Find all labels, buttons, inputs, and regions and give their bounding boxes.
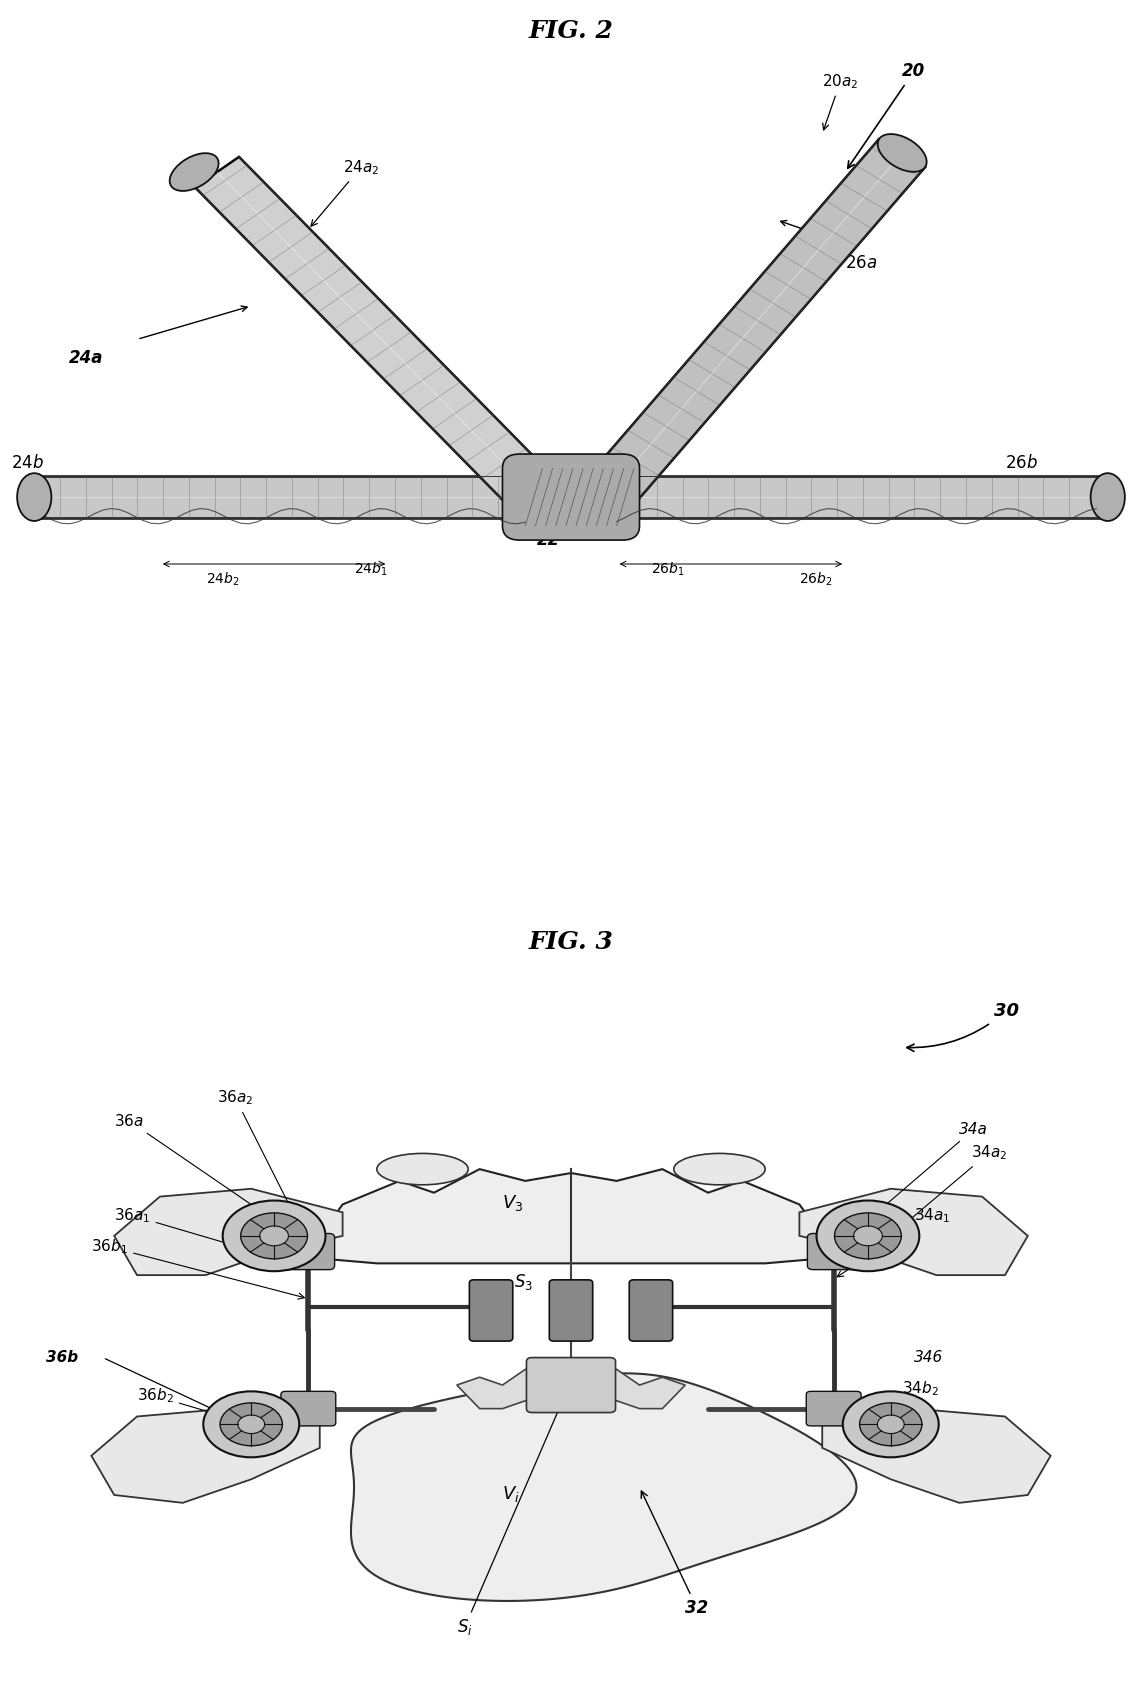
Polygon shape: [34, 476, 537, 519]
Polygon shape: [799, 1188, 1028, 1275]
FancyBboxPatch shape: [281, 1391, 336, 1425]
Text: $26a_1$: $26a_1$: [617, 405, 660, 464]
Polygon shape: [195, 157, 558, 512]
Text: $34a_2$: $34a_2$: [894, 1144, 1007, 1232]
Text: $24a_1$: $24a_1$: [448, 405, 505, 464]
Polygon shape: [457, 1369, 685, 1408]
Circle shape: [220, 1403, 282, 1446]
FancyBboxPatch shape: [502, 454, 640, 539]
Circle shape: [843, 1391, 939, 1458]
Text: $34b_1$: $34b_1$: [850, 1407, 904, 1425]
Text: $36a$: $36a$: [114, 1113, 271, 1217]
Polygon shape: [822, 1408, 1051, 1502]
Text: $36b_1$: $36b_1$: [91, 1238, 305, 1299]
FancyBboxPatch shape: [282, 1234, 335, 1270]
Text: 346: 346: [914, 1350, 943, 1364]
Text: $34a_1$: $34a_1$: [837, 1207, 950, 1277]
Circle shape: [835, 1214, 901, 1258]
Ellipse shape: [377, 1154, 468, 1185]
Text: $V_3$: $V_3$: [502, 1193, 524, 1214]
Text: $20a_2$: $20a_2$: [822, 72, 859, 130]
FancyBboxPatch shape: [469, 1280, 513, 1342]
Text: $S_i$: $S_i$: [457, 1384, 570, 1637]
Circle shape: [238, 1415, 265, 1434]
Text: 34b: 34b: [902, 1400, 932, 1415]
Ellipse shape: [170, 154, 218, 191]
Text: 20: 20: [847, 63, 925, 169]
Text: $24b_1$: $24b_1$: [354, 560, 388, 579]
Text: 22: 22: [537, 531, 560, 550]
Circle shape: [860, 1403, 922, 1446]
Text: $36a_2$: $36a_2$: [217, 1089, 295, 1217]
Polygon shape: [114, 1188, 343, 1275]
FancyBboxPatch shape: [526, 1357, 616, 1413]
Polygon shape: [582, 138, 925, 510]
Polygon shape: [351, 1374, 856, 1601]
Text: $34b_2$: $34b_2$: [883, 1379, 939, 1422]
Text: $S_3$: $S_3$: [514, 1272, 533, 1292]
Text: 34a: 34a: [871, 1121, 988, 1217]
Text: $26b_1$: $26b_1$: [651, 560, 685, 579]
Text: $26b_2$: $26b_2$: [799, 570, 833, 587]
FancyBboxPatch shape: [629, 1280, 673, 1342]
FancyBboxPatch shape: [807, 1234, 860, 1270]
Circle shape: [877, 1415, 904, 1434]
Ellipse shape: [17, 473, 51, 521]
Text: 36b: 36b: [46, 1350, 78, 1364]
Text: $24a_2$: $24a_2$: [311, 159, 379, 227]
Circle shape: [259, 1226, 289, 1246]
Polygon shape: [605, 476, 1108, 519]
Text: $36a_1$: $36a_1$: [114, 1207, 305, 1267]
Text: FIG. 2: FIG. 2: [529, 19, 613, 43]
FancyBboxPatch shape: [806, 1391, 861, 1425]
Text: FIG. 3: FIG. 3: [529, 930, 613, 954]
Ellipse shape: [878, 135, 926, 172]
Circle shape: [817, 1200, 919, 1272]
Circle shape: [853, 1226, 883, 1246]
Text: 32: 32: [641, 1490, 708, 1617]
Ellipse shape: [1091, 473, 1125, 521]
Text: 24a: 24a: [69, 350, 103, 367]
FancyBboxPatch shape: [549, 1280, 593, 1342]
Text: $24b_2$: $24b_2$: [206, 570, 239, 587]
Text: $26a$: $26a$: [845, 254, 877, 271]
Text: $V_i$: $V_i$: [502, 1483, 521, 1504]
Ellipse shape: [674, 1154, 765, 1185]
Text: $26b$: $26b$: [1005, 454, 1038, 473]
Circle shape: [241, 1214, 307, 1258]
Circle shape: [203, 1391, 299, 1458]
Text: $36b_2$: $36b_2$: [137, 1386, 248, 1424]
Text: $24b$: $24b$: [11, 454, 45, 473]
Circle shape: [223, 1200, 325, 1272]
Polygon shape: [331, 1169, 811, 1263]
Polygon shape: [91, 1408, 320, 1502]
Text: 30: 30: [907, 1002, 1019, 1052]
